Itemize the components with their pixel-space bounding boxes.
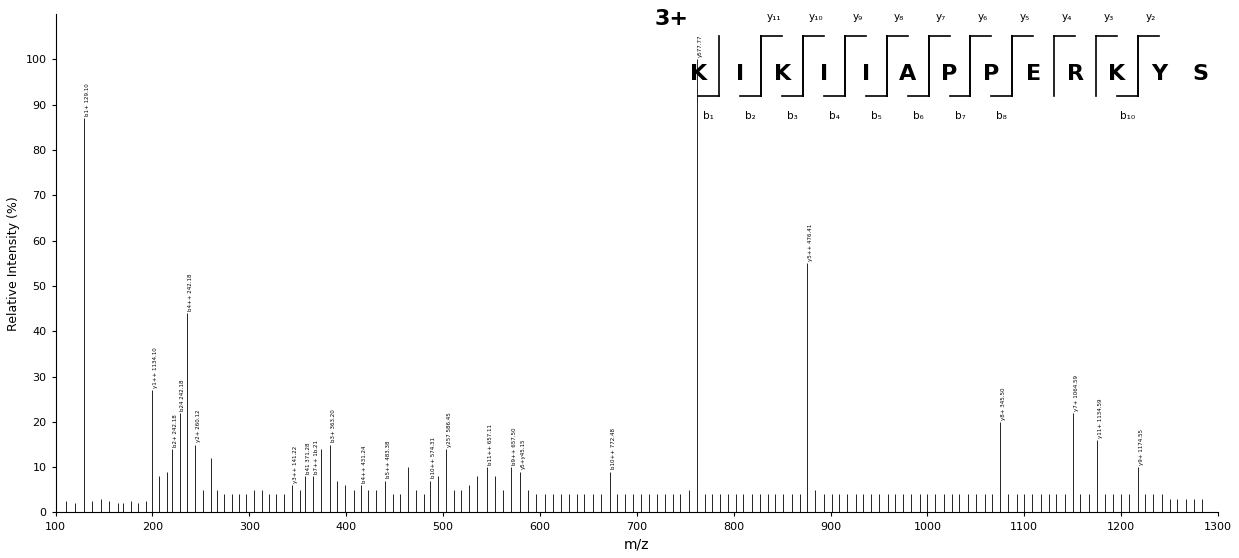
Text: y₆: y₆: [978, 12, 989, 22]
Text: y5+y45.15: y5+y45.15: [520, 439, 525, 469]
Text: y₅: y₅: [1020, 12, 1030, 22]
Text: b₁₀: b₁₀: [1120, 111, 1135, 121]
Text: y577.77: y577.77: [698, 35, 703, 57]
Text: b7++ 1b.21: b7++ 1b.21: [315, 440, 320, 474]
Text: y1++ 1134.10: y1++ 1134.10: [154, 347, 159, 388]
Y-axis label: Relative Intensity (%): Relative Intensity (%): [7, 196, 20, 331]
Text: b₇: b₇: [954, 111, 965, 121]
Text: Y: Y: [1151, 64, 1167, 84]
Text: b₈: b₈: [996, 111, 1007, 121]
Text: y11+ 1134.59: y11+ 1134.59: [1098, 398, 1103, 437]
Text: K: K: [1109, 64, 1125, 84]
Text: I: I: [820, 64, 828, 84]
Text: b10++ 772.48: b10++ 772.48: [611, 429, 616, 469]
Text: b₃: b₃: [787, 111, 798, 121]
Text: b1+ 129.10: b1+ 129.10: [84, 83, 89, 116]
Text: y5++ 476.41: y5++ 476.41: [808, 224, 813, 261]
Text: b5++ 483.38: b5++ 483.38: [385, 441, 390, 479]
Text: P: P: [984, 64, 1000, 84]
Text: y9+ 1174.55: y9+ 1174.55: [1139, 429, 1144, 465]
Text: y₇: y₇: [935, 12, 947, 22]
Text: b11++ 657.11: b11++ 657.11: [488, 424, 493, 465]
Text: y₈: y₈: [895, 12, 904, 22]
Text: b4++ 242.18: b4++ 242.18: [188, 273, 193, 311]
X-axis label: m/z: m/z: [624, 537, 649, 551]
Text: I: I: [736, 64, 745, 84]
Text: y₁₀: y₁₀: [808, 12, 823, 22]
Text: y8+ 345.50: y8+ 345.50: [1001, 387, 1006, 420]
Text: b₁: b₁: [704, 111, 715, 121]
Text: b24 242.18: b24 242.18: [181, 379, 186, 411]
Text: y3++ 141.22: y3++ 141.22: [292, 446, 297, 483]
Text: y₄: y₄: [1062, 12, 1072, 22]
Text: b3+ 363.20: b3+ 363.20: [331, 410, 336, 442]
Text: K: K: [690, 64, 707, 84]
Text: A: A: [900, 64, 917, 84]
Text: b4++ 431.24: b4++ 431.24: [362, 445, 367, 483]
Text: b₄: b₄: [829, 111, 840, 121]
Text: I: I: [862, 64, 870, 84]
Text: y₂: y₂: [1145, 12, 1156, 22]
Text: P: P: [942, 64, 958, 84]
Text: y₁₁: y₁₁: [767, 12, 781, 22]
Text: b₅: b₅: [871, 111, 882, 121]
Text: y257 586.45: y257 586.45: [447, 412, 452, 447]
Text: y7+ 1064.59: y7+ 1064.59: [1074, 374, 1079, 411]
Text: E: E: [1026, 64, 1041, 84]
Text: b2+ 242.18: b2+ 242.18: [172, 414, 177, 447]
Text: b₆: b₆: [913, 111, 923, 121]
Text: b9++ 657.50: b9++ 657.50: [512, 427, 517, 465]
Text: b41 371.28: b41 371.28: [306, 442, 311, 474]
Text: b10++ 574.31: b10++ 574.31: [431, 437, 436, 479]
Text: y₉: y₉: [852, 12, 862, 22]
Text: 3+: 3+: [654, 9, 688, 29]
Text: K: K: [773, 64, 790, 84]
Text: R: R: [1067, 64, 1084, 84]
Text: y₃: y₃: [1104, 12, 1114, 22]
Text: b₂: b₂: [746, 111, 756, 121]
Text: y2+ 260.12: y2+ 260.12: [196, 410, 201, 442]
Text: S: S: [1193, 64, 1208, 84]
